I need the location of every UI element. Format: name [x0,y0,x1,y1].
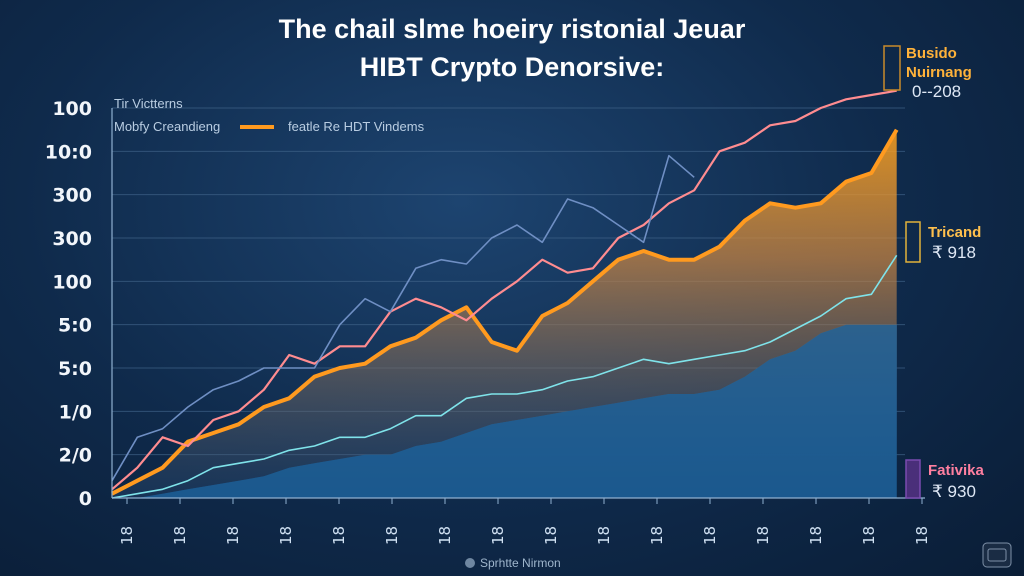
series-group [111,89,899,499]
x-tick-label: 18 [595,526,613,545]
y-tick-label: 100 [52,98,92,120]
legend-item-2-label: featle Re HDT Vindems [288,119,425,134]
x-tick-label: 18 [648,526,666,545]
line-series-1 [111,89,897,491]
footer-logo-icon [465,558,475,568]
legend-heading: Tir Victterns [114,96,183,111]
x-tick-label: 18 [171,526,189,545]
annotation-top-value: 0--208 [912,82,961,101]
x-tick-label: 18 [224,526,242,545]
legend-item-1-label: Mobfy Creandieng [114,119,220,134]
x-tick-label: 18 [489,526,507,545]
y-tick-label: 10:0 [45,141,92,163]
y-axis-tick-labels: 100 10:0 300 300 100 5:0 5:0 1/0 2/0 0 [45,98,92,510]
annotation-bottom-label: Fativika [928,462,985,479]
annotation-middle: Tricand ₹ 918 [905,221,981,263]
x-tick-label: 18 [277,526,295,545]
x-tick-label: 18 [436,526,454,545]
watermark-logo-inner-icon [987,548,1007,562]
x-tick-label: 18 [118,526,136,545]
legend: Tir Victterns Mobfy Creandieng featle Re… [114,96,425,134]
annotation-top-label-1: Busido [906,45,957,62]
annotation-bottom: Fativika ₹ 930 [905,459,985,501]
annotation-middle-label: Tricand [928,224,981,241]
x-tick-label: 18 [860,526,878,545]
x-tick-label: 18 [807,526,825,545]
chart-title-line-1: The chail slme hoeiry ristonial Jeuar [279,14,746,44]
area-series-orange-edge [111,128,899,496]
annotation-middle-value: ₹ 918 [932,243,976,262]
y-tick-label: 1/0 [59,401,92,423]
y-tick-label: 2/0 [59,445,92,467]
footer-caption: Sprhtte Nirmon [480,556,561,570]
area-series-blue-front [112,324,897,498]
x-tick-label: 18 [701,526,719,545]
x-tick-label: 18 [383,526,401,545]
chart-title-line-2: HIBT Crypto Denorsive: [360,52,665,82]
line-series-3 [111,254,898,499]
y-tick-label: 100 [52,271,92,293]
annotation-top-label-2: Nuirnang [906,64,972,81]
y-tick-label: 0 [79,488,92,510]
watermark-logo-icon [982,542,1012,568]
line-series-2 [111,154,695,482]
x-axis-tick-labels: 18 18 18 18 18 18 18 18 18 18 18 18 18 18 18 18 [118,498,931,545]
annotation-bottom-value: ₹ 930 [932,482,976,501]
annotation-top-marker [883,45,901,91]
y-tick-label: 5:0 [58,358,92,380]
annotation-bottom-marker [905,459,921,499]
y-tick-label: 300 [52,185,92,207]
y-tick-label: 300 [52,228,92,250]
annotation-top: Busido Nuirnang 0--208 [883,45,972,101]
x-tick-label: 18 [542,526,560,545]
x-tick-label: 18 [754,526,772,545]
y-tick-label: 5:0 [58,315,92,337]
x-tick-label: 18 [330,526,348,545]
x-tick-label: 18 [913,526,931,545]
annotation-middle-marker [905,221,921,263]
